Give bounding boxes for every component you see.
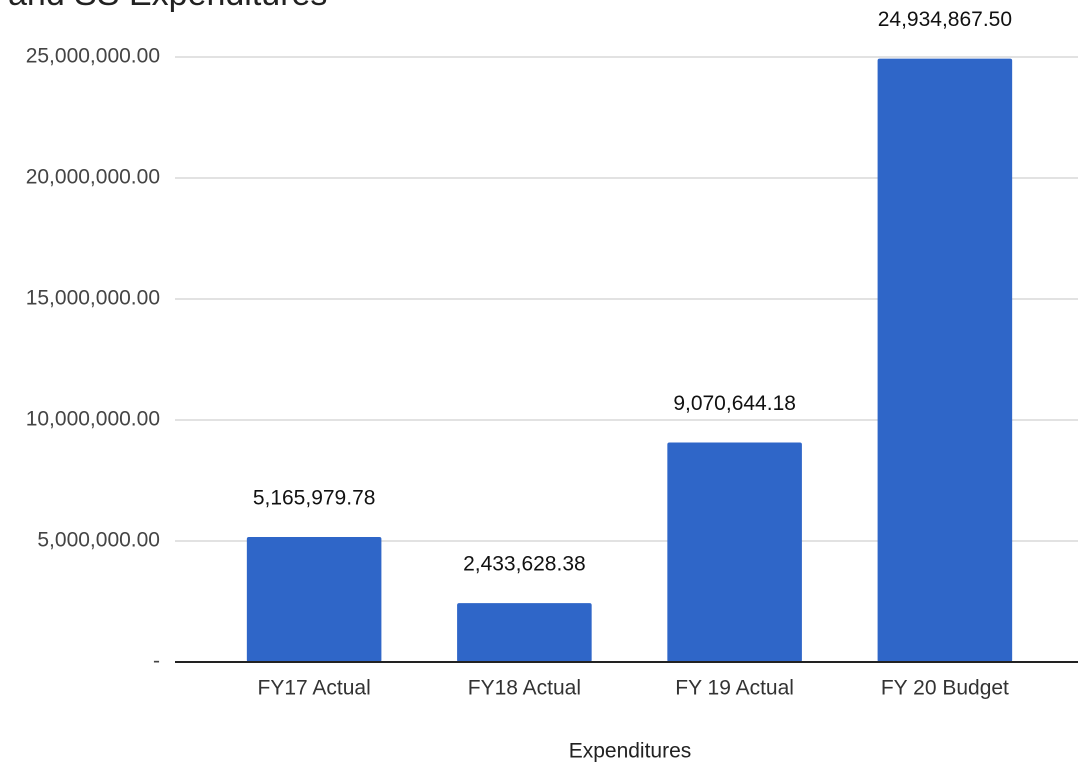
x-axis-label: Expenditures: [569, 740, 692, 763]
chart-title: and SS Expenditures: [8, 0, 327, 13]
bar: [877, 58, 1013, 662]
bar: [667, 442, 802, 662]
y-tick-label: 25,000,000.00: [26, 45, 160, 68]
y-tick-label: -: [153, 650, 160, 673]
x-tick-label: FY17 Actual: [258, 677, 371, 700]
bar: [457, 603, 592, 662]
x-tick-label: FY18 Actual: [468, 677, 581, 700]
bar: [246, 536, 382, 662]
x-tick-label: FY 20 Budget: [881, 677, 1009, 700]
y-tick-label: 20,000,000.00: [26, 166, 160, 189]
data-label: 5,165,979.78: [253, 487, 376, 510]
x-tick-label: FY 19 Actual: [675, 677, 794, 700]
data-label: 2,433,628.38: [463, 553, 586, 576]
y-tick-label: 15,000,000.00: [26, 287, 160, 310]
data-label: 9,070,644.18: [673, 392, 796, 415]
data-label: 24,934,867.50: [878, 8, 1012, 31]
y-tick-label: 5,000,000.00: [37, 529, 160, 552]
y-tick-label: 10,000,000.00: [26, 408, 160, 431]
